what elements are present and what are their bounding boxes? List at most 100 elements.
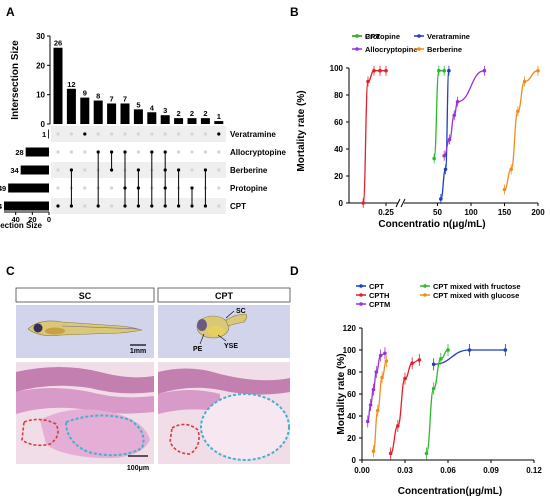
membership-dot bbox=[69, 132, 73, 136]
membership-dot bbox=[217, 168, 221, 172]
set-size-x-label: Intersection Size bbox=[0, 221, 43, 230]
intersection-bar-label: 9 bbox=[83, 89, 87, 98]
set-size-tick-label: 0 bbox=[47, 215, 51, 224]
legend-label: CPTH bbox=[369, 291, 389, 300]
membership-dot bbox=[110, 204, 114, 208]
membership-dot bbox=[190, 132, 194, 136]
mortality-chart-d: Mortality rate (%) Concentration(μg/mL) … bbox=[336, 282, 542, 497]
chart-b-x-label: Concentratio n(μg/mL) bbox=[378, 219, 485, 230]
chart-d-y-tick-label: 120 bbox=[343, 324, 357, 333]
data-point bbox=[431, 386, 436, 391]
intersection-bar bbox=[53, 47, 63, 124]
membership-dot bbox=[203, 150, 207, 154]
panel-label-c: C bbox=[6, 264, 15, 278]
intersection-bar bbox=[147, 112, 157, 124]
chart-b-x-tick-label: 150 bbox=[498, 208, 512, 217]
cpt-header-box bbox=[157, 287, 291, 303]
intersection-bar-label: 3 bbox=[163, 106, 167, 115]
set-name-label: Protopine bbox=[230, 184, 268, 193]
set-size-bar bbox=[20, 165, 49, 175]
chart-b-x-tick-label: 0.25 bbox=[378, 208, 394, 217]
data-point bbox=[439, 357, 443, 361]
data-point bbox=[442, 153, 447, 158]
chart-d-x-tick-label: 0.09 bbox=[483, 466, 499, 475]
legend-label: Berberine bbox=[427, 45, 462, 54]
intersection-bar bbox=[133, 109, 143, 124]
panel-label-d: D bbox=[290, 264, 299, 278]
chart-b-y-label: Mortality rate (%) bbox=[296, 90, 307, 171]
set-size-label: 34 bbox=[10, 166, 19, 175]
data-point bbox=[388, 451, 393, 456]
intersection-bar-label: 7 bbox=[123, 94, 127, 103]
chart-b-y-tick-label: 100 bbox=[330, 64, 344, 73]
intersection-bar bbox=[160, 115, 170, 124]
data-point bbox=[365, 419, 370, 424]
sc-histology-tissue bbox=[16, 367, 154, 459]
intersection-bar-label: 26 bbox=[54, 39, 62, 48]
intersection-y-label: Intersection Size bbox=[10, 40, 21, 120]
intersection-bar bbox=[66, 88, 76, 124]
intersection-bar bbox=[93, 100, 103, 124]
membership-dot bbox=[177, 132, 181, 136]
intersection-bar-label: 5 bbox=[136, 100, 140, 109]
chart-b-y-tick-label: 60 bbox=[334, 118, 343, 127]
series-line bbox=[362, 70, 386, 204]
membership-dot bbox=[217, 150, 221, 154]
data-point bbox=[378, 68, 382, 73]
membership-dot bbox=[190, 150, 194, 154]
membership-dot bbox=[163, 132, 167, 136]
membership-dot bbox=[110, 132, 114, 136]
annot-pe: PE bbox=[193, 346, 203, 353]
membership-dot bbox=[56, 150, 60, 154]
membership-dot bbox=[56, 132, 60, 136]
chart-d-x-tick-label: 0.06 bbox=[440, 466, 456, 475]
data-point bbox=[516, 109, 520, 113]
data-point bbox=[432, 156, 436, 161]
membership-dot bbox=[110, 186, 114, 190]
data-point bbox=[417, 358, 422, 362]
series-line bbox=[503, 70, 539, 191]
series-line bbox=[372, 360, 388, 452]
legend-marker bbox=[423, 293, 427, 297]
sc-larva bbox=[27, 320, 143, 337]
chart-d-x-tick-label: 0.00 bbox=[354, 466, 370, 475]
set-size-label: 54 bbox=[0, 202, 3, 211]
chart-d-y-tick-label: 60 bbox=[347, 390, 356, 399]
data-point bbox=[372, 68, 376, 73]
intersection-bar-label: 12 bbox=[67, 80, 75, 89]
chart-d-x-tick-label: 0.12 bbox=[526, 466, 542, 475]
panel-label-b: B bbox=[290, 5, 299, 19]
legend-label: Veratramine bbox=[427, 32, 470, 41]
membership-dot bbox=[83, 132, 87, 136]
intersection-bar-label: 7 bbox=[110, 94, 114, 103]
data-point bbox=[396, 424, 400, 428]
legend-marker bbox=[355, 34, 359, 38]
membership-dot bbox=[150, 132, 154, 136]
membership-dot bbox=[217, 186, 221, 190]
data-point bbox=[431, 362, 436, 367]
legend-label: Allocryptopine bbox=[365, 45, 418, 54]
membership-dot bbox=[123, 132, 127, 136]
data-point bbox=[536, 68, 540, 73]
set-size-bar bbox=[4, 201, 49, 211]
membership-dot bbox=[83, 150, 87, 154]
set-size-tick-label: 20 bbox=[28, 215, 36, 224]
legend-marker bbox=[359, 284, 363, 288]
intersection-bar bbox=[80, 97, 90, 124]
data-point bbox=[509, 167, 513, 172]
intersection-y-tick-label: 0 bbox=[41, 120, 46, 129]
chart-d-x-label: Concentration(μg/mL) bbox=[398, 486, 502, 497]
intersection-bar bbox=[214, 121, 224, 124]
membership-dot bbox=[96, 132, 100, 136]
membership-dot bbox=[83, 168, 87, 172]
intersection-bar-label: 2 bbox=[177, 109, 181, 118]
annot-sc: SC bbox=[236, 308, 246, 315]
membership-dot bbox=[83, 204, 87, 208]
legend-label: CPT mixed with fructose bbox=[433, 282, 521, 291]
chart-b-y-tick-label: 20 bbox=[334, 172, 343, 181]
data-point bbox=[522, 79, 527, 84]
membership-dot bbox=[203, 132, 207, 136]
membership-dot bbox=[136, 132, 140, 136]
membership-dot bbox=[217, 132, 221, 136]
data-point bbox=[443, 167, 448, 172]
